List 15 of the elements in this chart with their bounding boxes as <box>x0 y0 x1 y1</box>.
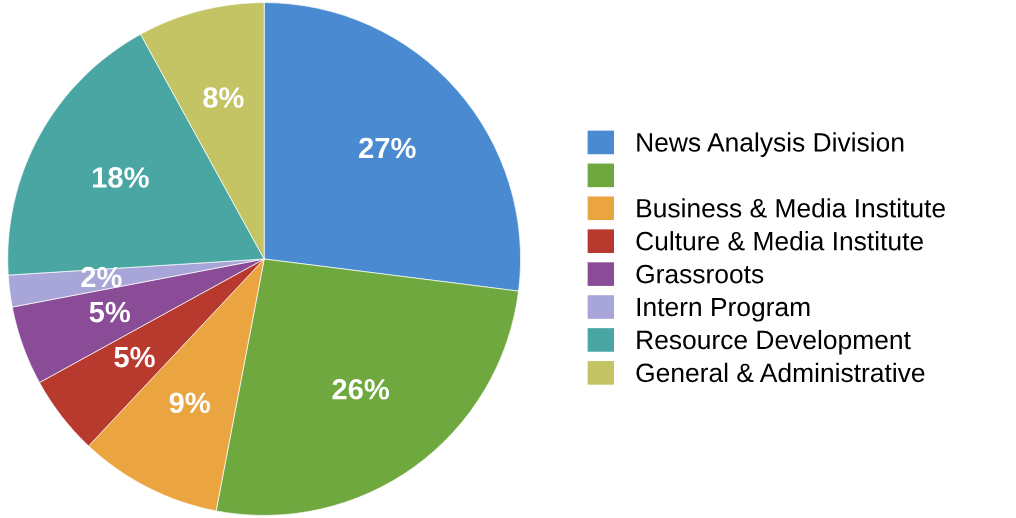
data-label: 8% <box>203 87 244 108</box>
legend-label: Intern Program <box>637 297 810 322</box>
legend-label: Grassroots <box>636 264 764 284</box>
data-label: 5% <box>89 301 131 323</box>
data-label: 26% <box>332 378 390 400</box>
data-label: 5% <box>114 346 155 368</box>
data-label: 18% <box>92 167 149 188</box>
data-label: 9% <box>169 392 210 414</box>
legend-label: General & Administrative <box>636 362 925 383</box>
data-label: 27% <box>359 137 416 159</box>
legend-label: Culture & Media Institute <box>636 231 923 251</box>
legend-label: Business & Media Institute <box>637 198 945 218</box>
legend-label: News Analysis Division <box>637 132 904 157</box>
legend-label: Resource Development <box>637 329 911 355</box>
data-label: 2% <box>81 266 122 288</box>
